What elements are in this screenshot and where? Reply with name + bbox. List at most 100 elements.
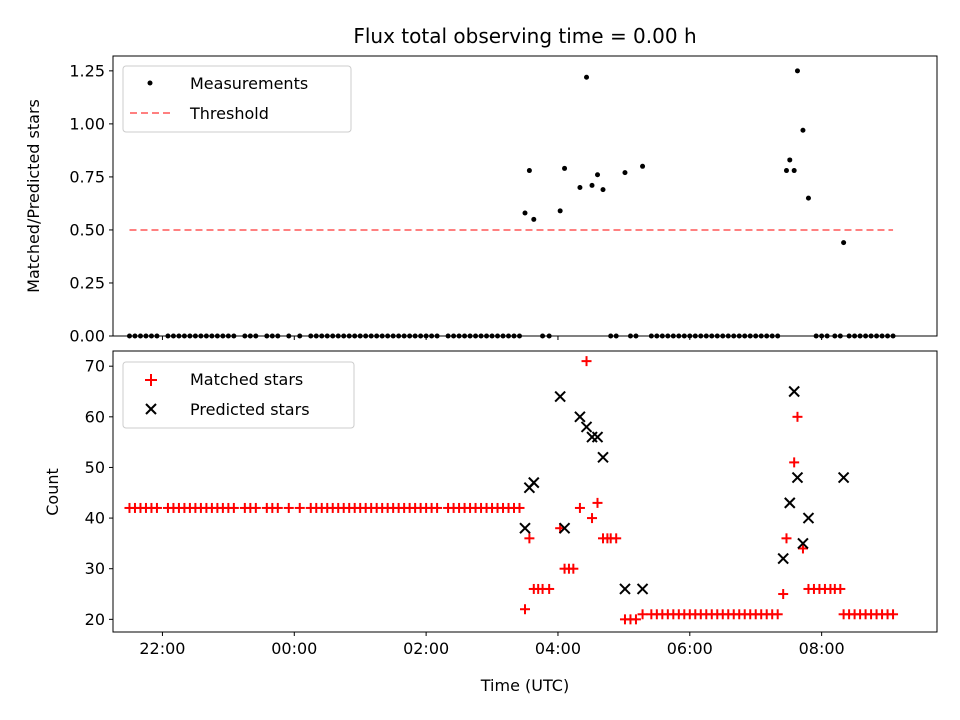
predicted-stars-point	[802, 512, 815, 524]
matched-stars-point	[514, 502, 525, 513]
top-legend-box	[122, 65, 352, 133]
matched-stars-point	[778, 589, 789, 600]
y-tick-label: 20	[85, 610, 105, 629]
matched-stars-point	[792, 411, 803, 422]
legend-threshold-label: Threshold	[189, 104, 269, 123]
matched-stars-point	[228, 502, 239, 513]
measurement-point	[622, 170, 628, 176]
legend-matched-label: Matched stars	[190, 370, 303, 389]
chart-title: Flux total observing time = 0.00 h	[353, 24, 696, 48]
top-axes-frame	[112, 55, 938, 337]
bottom-axes-frame	[112, 350, 938, 633]
matched-stars-point	[283, 502, 294, 513]
matched-stars-point	[789, 457, 800, 468]
measurement-point	[805, 195, 811, 201]
matched-stars-point	[797, 543, 808, 554]
x-tick-label: 06:00	[667, 639, 713, 658]
predicted-stars-point	[591, 431, 604, 443]
x-tick-label: 02:00	[403, 639, 449, 658]
x-tick-label: 00:00	[271, 639, 317, 658]
predicted-stars-point	[797, 537, 809, 550]
predicted-stars-point	[586, 431, 598, 443]
top-legend: Measurements Threshold	[122, 65, 352, 133]
measurement-point	[794, 68, 800, 74]
legend-predicted-marker	[145, 403, 157, 415]
x-axis-label: Time (UTC)	[480, 676, 569, 695]
y-tick-label: 0.00	[69, 327, 105, 346]
matched-stars-point	[637, 609, 648, 620]
top-y-axis: 0.00 0.25 0.50 0.75 1.00 1.25	[69, 61, 113, 346]
legend-matched-marker	[145, 374, 157, 386]
matched-stars-point	[250, 502, 261, 513]
measurement-point	[800, 127, 806, 133]
matched-stars-point	[592, 497, 603, 508]
matched-stars-point	[630, 614, 641, 625]
y-tick-label: 1.25	[69, 61, 105, 80]
measurement-point	[557, 208, 563, 214]
measurement-point	[787, 157, 793, 163]
predicted-stars-point	[519, 522, 531, 534]
measurement-point	[526, 168, 532, 174]
matched-stars-point	[151, 502, 162, 513]
matched-stars-point	[520, 604, 530, 615]
y-tick-label: 50	[85, 458, 105, 477]
matched-stars-point	[544, 583, 555, 594]
matched-stars-point	[835, 583, 846, 594]
matched-stars-point	[574, 502, 585, 513]
x-tick-label: 08:00	[799, 639, 845, 658]
measurement-point	[589, 182, 595, 188]
measurement-point	[783, 168, 789, 174]
predicted-stars-point	[784, 497, 796, 509]
matched-stars-point	[432, 502, 443, 513]
bottom-x-axis: 22:00 00:00 02:00 04:00 06:00 08:00	[139, 632, 845, 658]
x-tick-label: 22:00	[139, 639, 185, 658]
measurement-point	[600, 187, 606, 193]
predicted-stars-point	[777, 552, 789, 565]
top-x-axis	[161, 336, 823, 340]
bottom-y-axis: 20 30 40 50 60 70	[85, 357, 113, 629]
top-y-axis-label: Matched/Predicted stars	[24, 99, 43, 293]
predicted-stars-point	[558, 522, 571, 534]
predicted-stars-point	[788, 385, 800, 398]
y-tick-label: 0.75	[69, 167, 105, 186]
measurement-point	[640, 163, 646, 169]
y-tick-label: 0.50	[69, 220, 105, 239]
matched-stars-point	[781, 533, 792, 544]
legend-measurements-marker	[147, 80, 153, 86]
measurement-point	[595, 172, 601, 178]
bottom-y-axis-label: Count	[43, 468, 62, 516]
matched-stars-point	[581, 356, 592, 367]
x-tick-label: 04:00	[535, 639, 581, 658]
legend-predicted-label: Predicted stars	[190, 400, 310, 419]
bottom-panel-marks	[124, 356, 899, 625]
legend-measurements-label: Measurements	[190, 74, 308, 93]
measurement-point	[531, 216, 537, 222]
predicted-stars-point	[554, 390, 566, 403]
measurement-point	[562, 165, 568, 171]
measurement-point	[791, 168, 797, 174]
matched-stars-point	[888, 609, 899, 620]
bottom-legend-box	[122, 361, 355, 429]
matched-stars-point	[272, 502, 283, 513]
y-tick-label: 0.25	[69, 273, 105, 292]
predicted-stars-point	[636, 583, 649, 595]
measurement-point	[522, 210, 528, 216]
y-tick-label: 30	[85, 559, 105, 578]
y-tick-label: 40	[85, 509, 105, 528]
y-tick-label: 60	[85, 407, 105, 426]
matched-stars-point	[294, 502, 305, 513]
predicted-stars-point	[574, 411, 586, 423]
measurement-point	[841, 240, 847, 246]
predicted-stars-point	[597, 451, 609, 464]
top-panel: 0.00 0.25 0.50 0.75 1.00 1.25 Matched/Predict…	[24, 55, 938, 346]
predicted-stars-point	[619, 583, 631, 595]
measurement-point	[584, 74, 590, 80]
bottom-panel: 20 30 40 50 60 70 22:00 00:00 02:00 04:00 06:00 08…	[43, 350, 938, 695]
measurement-point	[577, 185, 583, 191]
matched-stars-point	[524, 533, 535, 544]
bottom-legend: Matched stars Predicted stars	[122, 361, 355, 429]
matched-stars-point	[587, 513, 598, 524]
predicted-stars-point	[837, 471, 850, 484]
y-tick-label: 70	[85, 357, 105, 376]
